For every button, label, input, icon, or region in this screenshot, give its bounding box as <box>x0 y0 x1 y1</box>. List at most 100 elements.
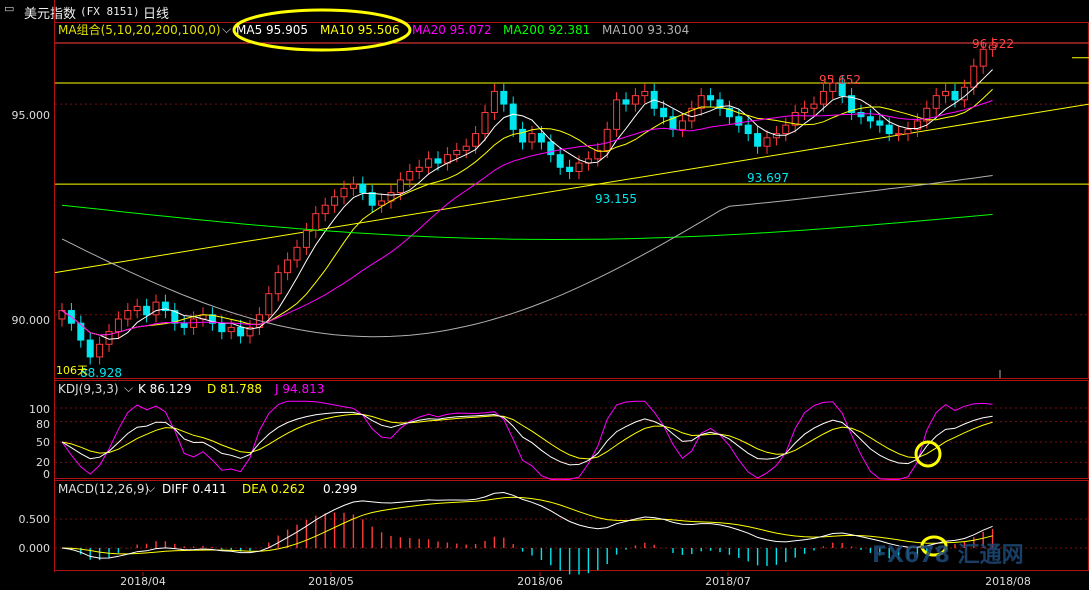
candle-body <box>660 107 668 118</box>
price-panel-frame <box>54 22 1089 379</box>
candle-body <box>613 99 621 130</box>
ma20-label: MA20 95.072 <box>412 23 492 37</box>
candle-body <box>537 133 545 143</box>
candle-body <box>895 133 903 136</box>
candle-body <box>763 137 771 147</box>
candle-body <box>58 310 66 320</box>
annotation-low-june: 93.155 <box>595 192 637 206</box>
candle-body <box>378 200 386 206</box>
macd-dea-line <box>61 496 993 555</box>
price-overlays <box>54 42 1089 378</box>
x-tick-2018-04: 2018/04 <box>120 575 166 588</box>
candle-body <box>133 305 141 312</box>
annotation-high-recent: 96.522 <box>972 37 1014 51</box>
x-tick-2018-06: 2018/06 <box>517 575 563 588</box>
trend-line-yellow <box>54 103 1089 274</box>
candle-body <box>180 322 188 328</box>
candle-body <box>735 116 743 126</box>
ma-legend-title: MA组合(5,10,20,200,100,0) <box>58 22 221 37</box>
kdj-tick-50: 50 <box>36 436 50 449</box>
highlight-ellipse-ma <box>232 8 412 52</box>
candle-body <box>857 112 865 118</box>
candle-body <box>782 124 790 135</box>
highlight-circle-macd <box>920 535 948 557</box>
annotation-low-april: 88.928 <box>80 366 122 380</box>
candle-body <box>86 339 94 358</box>
ma100-line <box>61 175 993 338</box>
candle-body <box>725 107 733 118</box>
candle-body <box>575 162 583 172</box>
bars-count-label: 106天 <box>56 364 88 377</box>
macd-dropdown-icon[interactable]: ⌵ <box>146 481 155 495</box>
title-bar: ▭ 美元指数 (FX 8151) 日线 <box>0 0 1089 22</box>
macd-layer <box>61 491 994 575</box>
candle-body <box>904 128 912 135</box>
candle-body <box>302 230 310 248</box>
candle-body <box>265 293 273 316</box>
candle-body <box>462 145 470 151</box>
highlight-circle-kdj <box>914 440 942 468</box>
kdj-d-line <box>61 413 993 460</box>
annotation-low-july: 93.697 <box>747 171 789 185</box>
candle-body <box>829 82 837 92</box>
x-tick-2018-08: 2018/08 <box>985 575 1031 588</box>
candle-body <box>819 90 827 105</box>
candle-body <box>500 90 508 105</box>
candle-body <box>415 166 423 173</box>
candle-body <box>425 158 433 168</box>
ma100-label: MA100 93.304 <box>602 23 689 37</box>
macd-diff-label: DIFF 0.411 <box>162 482 227 496</box>
candle-body <box>434 158 442 164</box>
kdj-tick-0: 0 <box>43 468 50 481</box>
candle-body <box>284 259 292 274</box>
candle-body <box>321 204 329 215</box>
candle-body <box>697 95 705 109</box>
candle-body <box>547 141 555 156</box>
kdj-k-line <box>61 411 993 466</box>
kdj-j-line <box>61 400 993 480</box>
candle-body <box>556 154 564 168</box>
candle-body <box>951 90 959 101</box>
ma200-line <box>61 204 993 240</box>
candle-body <box>932 95 940 109</box>
ma20-line <box>61 100 993 336</box>
candle-body <box>942 90 950 97</box>
kdj-j-label: J 94.813 <box>274 382 324 396</box>
candle-body <box>528 133 536 143</box>
candle-body <box>340 187 348 198</box>
candle-body <box>293 246 301 261</box>
candle-body <box>359 183 367 194</box>
candle-body <box>754 133 762 147</box>
candle-body <box>989 44 997 50</box>
macd-tick-0: 0.000 <box>19 542 51 555</box>
x-tick-2018-07: 2018/07 <box>705 575 751 588</box>
candle-body <box>368 192 376 206</box>
watermark: FX678 汇通网 <box>872 543 1024 568</box>
ma5-label: MA5 95.905 <box>236 23 308 37</box>
period-selector[interactable]: 日线 <box>143 7 170 22</box>
candle-body <box>124 310 132 320</box>
candle-body <box>744 124 752 135</box>
ma10-label: MA10 95.506 <box>320 23 400 37</box>
candle-body <box>866 116 874 122</box>
candle-body <box>716 99 724 109</box>
candle-body <box>876 120 884 126</box>
kdj-k-label: K 86.129 <box>138 382 192 396</box>
candle-body <box>171 310 179 324</box>
kdj-dropdown-icon[interactable]: ⌵ <box>124 381 133 395</box>
candle-body <box>481 112 489 135</box>
legend-dropdown-icon[interactable]: ⌵ <box>222 22 231 36</box>
kdj-lines-layer <box>61 400 993 480</box>
candle-body <box>810 103 818 109</box>
instrument-code: (FX 8151) <box>80 5 140 18</box>
candle-body <box>791 112 799 126</box>
candle-body <box>838 82 846 97</box>
price-tick-95: 95.000 <box>12 109 51 122</box>
candle-body <box>566 166 574 173</box>
menu-icon[interactable]: ▭ <box>4 2 15 15</box>
candle-body <box>678 120 686 130</box>
candle-body <box>237 326 245 337</box>
candle-body <box>406 171 414 181</box>
candle-body <box>801 107 809 113</box>
